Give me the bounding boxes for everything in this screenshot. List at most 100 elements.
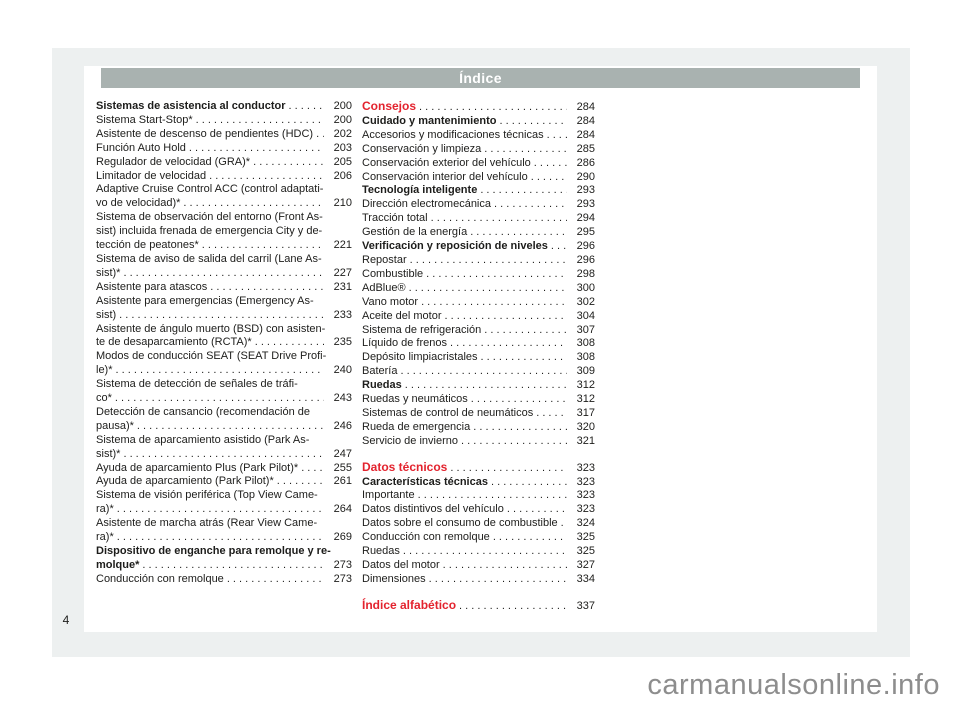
toc-entry-label: Sistema de refrigeración (362, 323, 482, 336)
toc-entry-page: 312 (576, 379, 595, 392)
toc-entry: Tecnología inteligente 293 (362, 184, 595, 198)
toc-entry-page: 296 (576, 240, 595, 253)
toc-entry-page: 284 (576, 114, 595, 127)
toc-entry-dots (210, 281, 324, 295)
toc-entry: Batería 309 (362, 365, 595, 379)
toc-entry-label: molque* (96, 558, 140, 571)
toc-entry-label: Adaptive Cruise Control ACC (control ada… (96, 183, 324, 196)
toc-entry-label: Sistema de aviso de salida del carril (L… (96, 252, 322, 265)
toc-entry: Ruedas 312 (362, 379, 595, 393)
toc-entry-label: Sistemas de control de neumáticos (362, 406, 534, 419)
toc-entry-page: 308 (576, 351, 595, 364)
page-number: 4 (62, 613, 70, 627)
toc-entry: Importante 323 (362, 489, 595, 503)
toc-entry-label: sist) incluida frenada de emergencia Cit… (96, 225, 323, 238)
toc-entry: Tracción total 294 (362, 212, 595, 226)
toc-entry-dots (450, 462, 567, 476)
toc-entry-page: 312 (576, 393, 595, 406)
toc-entry: molque* 273 (96, 559, 352, 573)
toc-entry-dots (470, 226, 567, 240)
toc-entry-page: 205 (333, 155, 352, 168)
toc-entry-page: 304 (576, 309, 595, 322)
toc-entry-page: 300 (576, 281, 595, 294)
toc-entry-label: Conducción con remolque (96, 572, 224, 585)
toc-entry-page: 235 (333, 336, 352, 349)
toc-entry-label: Detección de cansancio (recomendación de (96, 405, 311, 418)
toc-entry-dots (459, 600, 567, 614)
toc-entry-label: Accesorios y modificaciones técnicas (362, 128, 544, 141)
toc-entry-label: Sistema de observación del entorno (Fron… (96, 211, 323, 224)
watermark: carmanualsonline.info (647, 669, 940, 701)
toc-entry-page: 324 (576, 517, 595, 530)
toc-entry: Limitador de velocidad 206 (96, 170, 352, 184)
toc-entry-label: Rueda de emergencia (362, 420, 471, 433)
toc-entry-label: Datos técnicos (362, 459, 448, 474)
toc-entry-label: Conducción con remolque (362, 531, 490, 544)
toc-entry-label: sist)* (96, 266, 121, 279)
toc-entry-page: 221 (333, 239, 352, 252)
toc-entry-dots (409, 282, 567, 296)
toc-entry-dots (491, 476, 567, 490)
toc-entry-label: Aceite del motor (362, 309, 442, 322)
toc-entry-label: Repostar (362, 253, 407, 266)
toc-entry: Ayuda de aparcamiento (Park Pilot)* 261 (96, 475, 352, 489)
toc-entry-label: Asistente para emergencias (Emergency As… (96, 294, 314, 307)
toc-entry: Consejos 284 (362, 99, 595, 115)
toc-entry-page: 325 (576, 531, 595, 544)
toc-entry-label: Limitador de velocidad (96, 169, 207, 182)
toc-entry: Conservación exterior del vehículo 286 (362, 157, 595, 171)
toc-right-column: Consejos284Cuidado y mantenimiento284Acc… (362, 99, 595, 614)
toc-entry-page: 294 (576, 212, 595, 225)
toc-entry-dots (123, 448, 324, 462)
toc-entry-dots (183, 197, 324, 211)
toc-entry-dots (289, 100, 324, 114)
toc-entry-dots (531, 171, 567, 185)
toc-entry-page: 290 (576, 170, 595, 183)
toc-entry-page: 334 (576, 572, 595, 585)
toc-entry-dots (117, 531, 324, 545)
toc-entry: Datos técnicos 323 (362, 459, 595, 476)
toc-entry: Conducción con remolque 325 (362, 531, 595, 545)
toc-entry-label: Modos de conducción SEAT (SEAT Drive Pro… (96, 350, 327, 363)
toc-entry-page: 286 (576, 156, 595, 169)
toc-entry-label: Ruedas (362, 545, 400, 558)
toc-entry-label: Combustible (362, 267, 424, 280)
toc-entry-label: Regulador de velocidad (GRA)* (96, 155, 251, 168)
toc-entry-page: 269 (333, 531, 352, 544)
toc-entry-page: 321 (576, 434, 595, 447)
toc-entry: Combustible 298 (362, 268, 595, 282)
toc-entry-dots (536, 407, 567, 421)
toc-entry: Datos distintivos del vehículo 323 (362, 503, 595, 517)
toc-entry-page: 231 (333, 280, 352, 293)
toc-entry: Sistemas de asistencia al conductor 200 (96, 100, 352, 114)
toc-entry-page: 261 (333, 475, 352, 488)
toc-entry-label: vo de velocidad)* (96, 197, 181, 210)
toc-entry-dots (142, 559, 324, 573)
toc-entry-dots (137, 420, 324, 434)
page-title: Índice (459, 70, 502, 86)
toc-entry-label: ra)* (96, 531, 114, 544)
toc-entry-page: 247 (333, 447, 352, 460)
toc-entry-dots (484, 324, 567, 338)
toc-entry-label: Función Auto Hold (96, 141, 186, 154)
toc-entry-label: Gestión de la energía (362, 226, 468, 239)
toc-entry-label: Ruedas y neumáticos (362, 393, 468, 406)
toc-entry-dots (429, 573, 567, 587)
toc-entry-page: 200 (333, 113, 352, 126)
toc-entry: Índice alfabético 337 (362, 598, 595, 614)
toc-entry-page: 327 (576, 559, 595, 571)
toc-entry-label: Asistente de marcha atrás (Rear View Cam… (96, 517, 318, 530)
toc-entry: Dimensiones 334 (362, 573, 595, 587)
toc-entry-dots (189, 142, 324, 156)
toc-entry: Vano motor 302 (362, 296, 595, 310)
toc-entry-dots (227, 573, 324, 587)
toc-entry-label: Dispositivo de enganche para remolque y … (96, 545, 331, 557)
toc-entry: Sistema de visión periférica (Top View C… (96, 489, 352, 503)
toc-entry-dots (494, 198, 567, 212)
toc-entry-label: Sistema de aparcamiento asistido (Park A… (96, 433, 310, 446)
toc-entry-dots (202, 239, 324, 253)
toc-entry: Función Auto Hold 203 (96, 142, 352, 156)
toc-entry-dots (534, 157, 567, 171)
toc-entry-dots (255, 336, 324, 350)
toc-entry-label: AdBlue® (362, 281, 406, 294)
